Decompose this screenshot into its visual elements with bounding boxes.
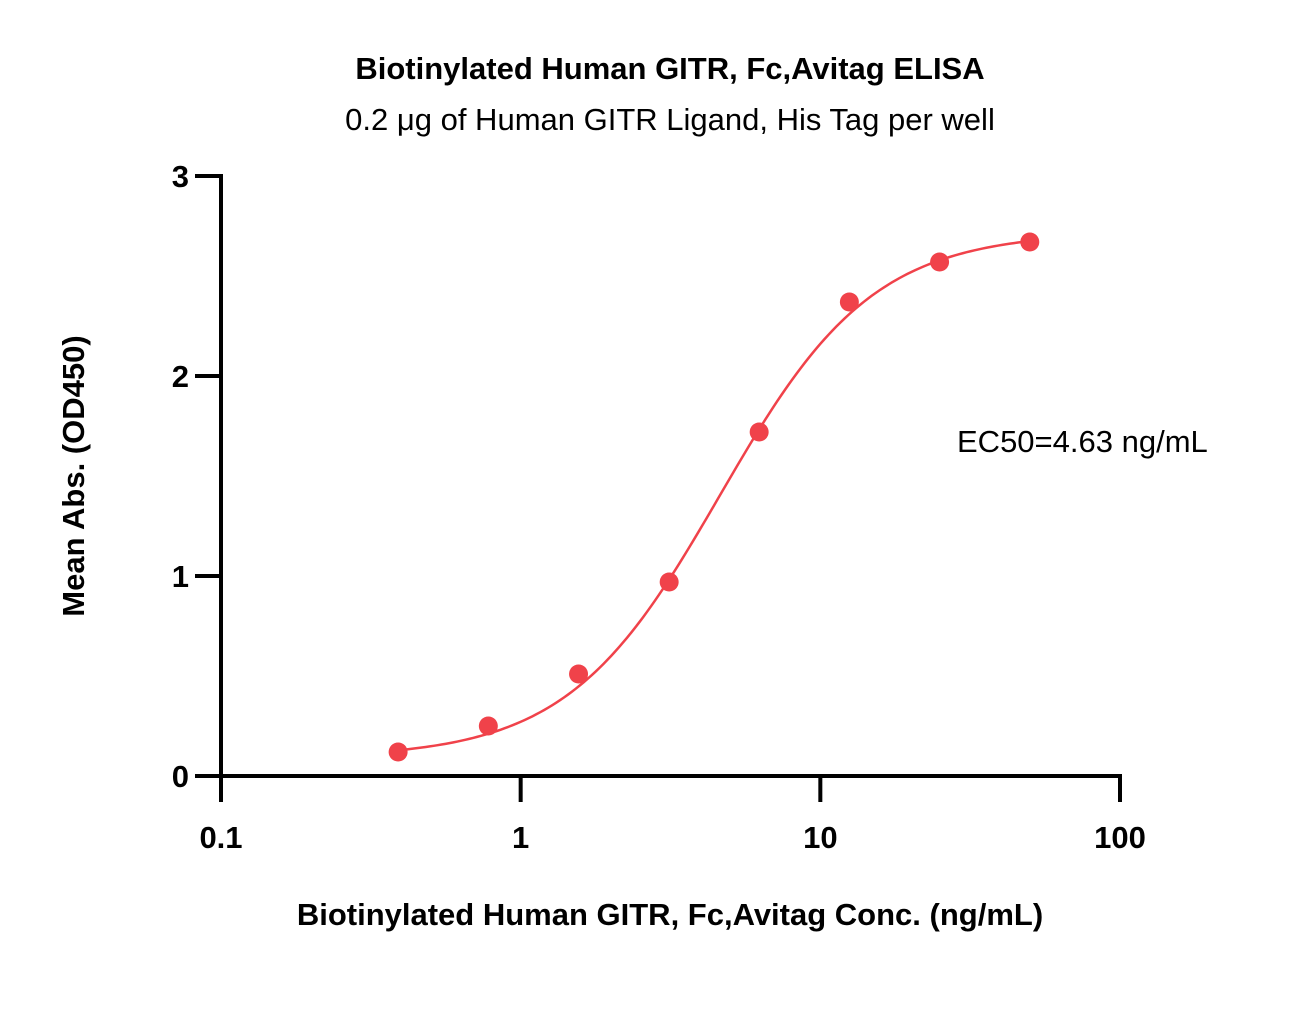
y-tick-label: 3 — [172, 159, 189, 194]
data-point — [930, 252, 950, 272]
fit-curve — [397, 239, 1030, 752]
ec50-annotation: EC50=4.63 ng/mL — [957, 424, 1208, 459]
y-tick-label: 2 — [172, 359, 189, 394]
y-tick-label: 0 — [172, 759, 189, 794]
y-axis-label: Mean Abs. (OD450) — [56, 335, 91, 616]
data-point — [1020, 232, 1040, 252]
x-tick-label: 10 — [803, 820, 837, 855]
data-point — [569, 664, 589, 684]
data-point — [839, 292, 859, 312]
chart-title: Biotinylated Human GITR, Fc,Avitag ELISA — [355, 51, 984, 86]
data-point — [749, 422, 769, 442]
x-tick-label: 1 — [512, 820, 529, 855]
data-points — [388, 232, 1040, 762]
x-axis-label: Biotinylated Human GITR, Fc,Avitag Conc.… — [297, 897, 1043, 932]
data-point — [659, 572, 679, 592]
y-axis: 0 1 2 3 — [172, 159, 223, 794]
x-axis: 0.1 1 10 100 — [199, 774, 1146, 855]
chart-subtitle: 0.2 μg of Human GITR Ligand, His Tag per… — [345, 102, 995, 137]
y-tick-label: 1 — [172, 559, 189, 594]
x-tick-label: 0.1 — [199, 820, 242, 855]
x-tick-label: 100 — [1094, 820, 1146, 855]
data-point — [388, 742, 408, 762]
data-point — [478, 716, 498, 736]
